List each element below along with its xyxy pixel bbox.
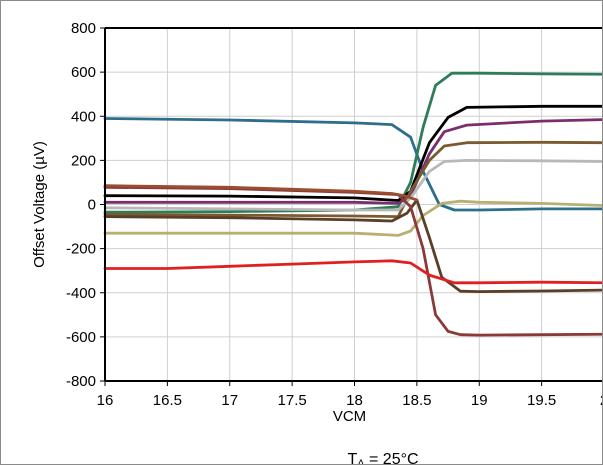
series-line-7 — [103, 198, 602, 294]
y-tick-label-3: -200 — [66, 241, 96, 258]
x-tick-labels: 16 16.5 17 17.5 18 18.5 19 19.5 2 — [97, 392, 602, 409]
temperature-annotation: TA = 25°C — [347, 451, 418, 464]
x-tick-label-8: 2 — [600, 392, 602, 409]
x-tick-label-0: 16 — [97, 392, 114, 409]
y-tick-label-7: 600 — [71, 64, 96, 81]
x-tick-label-5: 18.5 — [402, 392, 431, 409]
y-tick-labels: -800 -600 -400 -200 0 200 400 600 800 — [66, 20, 96, 390]
series-line-5 — [103, 158, 602, 212]
y-tick-label-2: -400 — [66, 285, 96, 302]
y-tick-label-1: -600 — [66, 329, 96, 346]
series-line-2 — [103, 104, 602, 202]
annotation-sub: A — [357, 458, 365, 464]
series-group — [103, 71, 602, 337]
x-axis-label: VCM — [333, 408, 366, 425]
annotation-t: T — [347, 451, 357, 464]
y-tick-label-5: 200 — [71, 152, 96, 169]
x-tick-label-2: 17 — [221, 392, 238, 409]
series-line-10 — [103, 259, 602, 285]
y-tick-label-4: 0 — [88, 197, 96, 214]
x-tick-label-6: 19 — [471, 392, 488, 409]
series-line-9 — [103, 184, 419, 202]
y-tick-label-6: 400 — [71, 108, 96, 125]
x-tick-label-7: 19.5 — [527, 392, 556, 409]
x-tick-label-1: 16.5 — [153, 392, 182, 409]
series-line-4 — [103, 140, 602, 219]
axes — [100, 27, 602, 386]
y-tick-label-8: 800 — [71, 20, 96, 37]
x-tick-label-3: 17.5 — [278, 392, 307, 409]
annotation-tail: = 25°C — [365, 451, 419, 464]
y-tick-label-0: -800 — [66, 373, 96, 390]
x-tick-label-4: 18 — [346, 392, 363, 409]
y-axis-label: Offset Voltage (µV) — [31, 141, 48, 268]
